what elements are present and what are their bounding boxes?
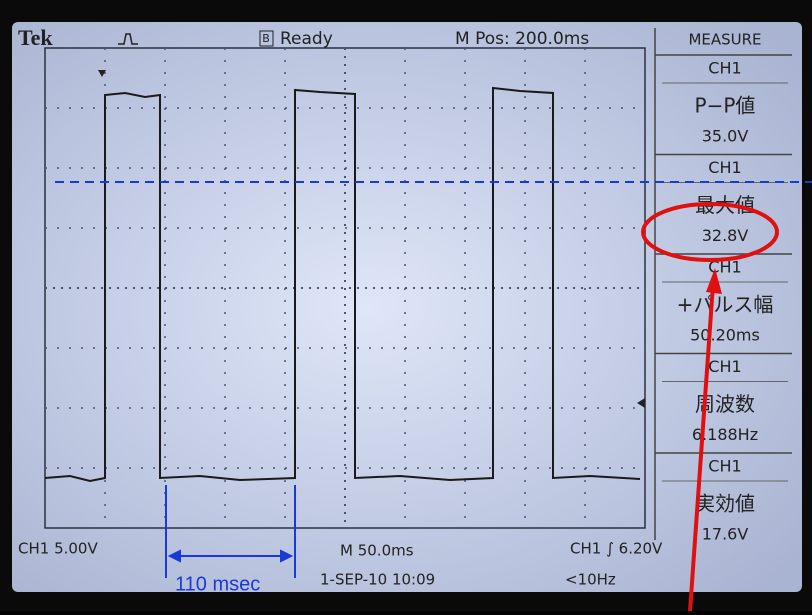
interval-label: 110 msec	[175, 573, 260, 595]
measure-value: 35.0V	[702, 127, 749, 146]
pointer-arrow	[688, 284, 715, 612]
measure-value: 6.188Hz	[692, 425, 758, 444]
measure-value: 50.20ms	[690, 326, 760, 345]
measure-value: 17.6V	[702, 525, 749, 544]
measure-label: 実効値	[695, 492, 755, 516]
measure-channel: CH1	[708, 258, 741, 277]
position: M Pos: 200.0ms	[455, 29, 589, 49]
pointer-arrowhead	[706, 268, 722, 294]
status: Ready	[280, 29, 333, 49]
measure-value: 32.8V	[702, 226, 749, 245]
measure-channel: CH1	[708, 357, 741, 376]
interval-marker	[165, 485, 296, 578]
trigger-setting: CH1 ∫ 6.20V	[570, 540, 663, 558]
state-box	[259, 30, 274, 47]
time-scale: M 50.0ms	[340, 542, 414, 560]
datetime: 1-SEP-10 10:09	[320, 571, 435, 589]
trigger-level-marker	[637, 398, 645, 408]
acq-icon	[118, 33, 138, 45]
measure-channel: CH1	[708, 158, 741, 177]
trigger-pos-marker	[98, 70, 106, 77]
channel-scale: CH1 5.00V	[18, 540, 98, 558]
highlight-circle	[641, 202, 779, 262]
screen	[12, 22, 802, 592]
waveform	[44, 86, 641, 483]
brand: Tek	[18, 25, 53, 50]
frequency: <10Hz	[565, 571, 616, 589]
measure-channel: CH1	[708, 59, 741, 78]
measure-title: MEASURE	[688, 31, 761, 49]
measure-label: P−P値	[695, 94, 756, 118]
measure-label: +パルス幅	[677, 293, 774, 317]
measure-panel: MEASURE CH1P−P値35.0VCH1最大値32.8VCH1+パルス幅5…	[654, 28, 792, 544]
state-icon: B	[262, 32, 270, 45]
measure-channel: CH1	[708, 457, 741, 476]
